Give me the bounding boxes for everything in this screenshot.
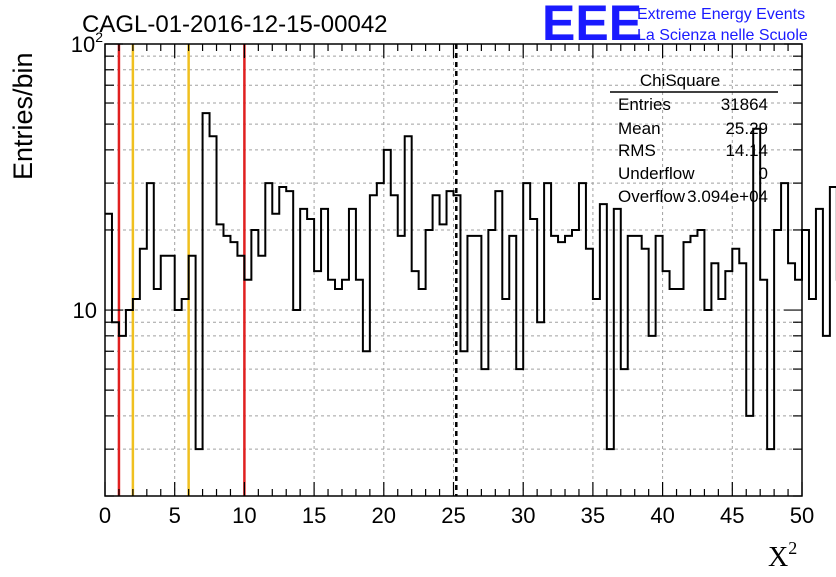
stats-value-rms: 14.14 <box>725 141 768 160</box>
x-axis-label: X2 <box>768 538 797 572</box>
x-tick-label: 25 <box>441 503 465 528</box>
stats-label-entries: Entries <box>618 95 671 114</box>
reference-lines <box>119 44 456 496</box>
histogram-line <box>105 113 836 449</box>
axis-labels: CAGL-01-2016-12-15-00042 Entries/bin X2 <box>8 11 797 572</box>
stats-title: ChiSquare <box>640 71 720 90</box>
stats-value-entries: 31864 <box>721 95 768 114</box>
stats-label-underflow: Underflow <box>618 164 695 183</box>
x-tick-label: 0 <box>99 503 111 528</box>
x-tick-label: 40 <box>650 503 674 528</box>
stats-label-rms: RMS <box>618 141 656 160</box>
stats-value-overflow: 3.094e+04 <box>687 187 768 206</box>
stats-label-mean: Mean <box>618 119 661 138</box>
eee-logo: EEE Extreme Energy Events La Scienza nel… <box>542 0 808 51</box>
x-tick-label: 15 <box>302 503 326 528</box>
x-axis-label-sup: 2 <box>788 538 797 558</box>
y-tick-label: 10 <box>73 298 97 323</box>
x-tick-label: 5 <box>169 503 181 528</box>
logo-mark: EEE <box>542 0 642 51</box>
x-tick-label: 35 <box>581 503 605 528</box>
grid <box>105 44 802 496</box>
logo-line-2: La Scienza nelle Scuole <box>637 27 808 44</box>
x-tick-label: 45 <box>720 503 744 528</box>
chart-title: CAGL-01-2016-12-15-00042 <box>82 11 388 38</box>
stats-label-overflow: Overflow <box>618 187 686 206</box>
x-tick-label: 20 <box>372 503 396 528</box>
histogram-series <box>105 113 836 449</box>
stats-value-mean: 25.29 <box>725 119 768 138</box>
x-axis-label-base: X <box>768 542 788 572</box>
stats-value-underflow: 0 <box>759 164 768 183</box>
x-tick-label: 30 <box>511 503 535 528</box>
x-tick-label: 50 <box>790 503 814 528</box>
x-tick-label: 10 <box>232 503 256 528</box>
logo-line-1: Extreme Energy Events <box>637 6 805 23</box>
y-axis-label: Entries/bin <box>8 52 38 180</box>
